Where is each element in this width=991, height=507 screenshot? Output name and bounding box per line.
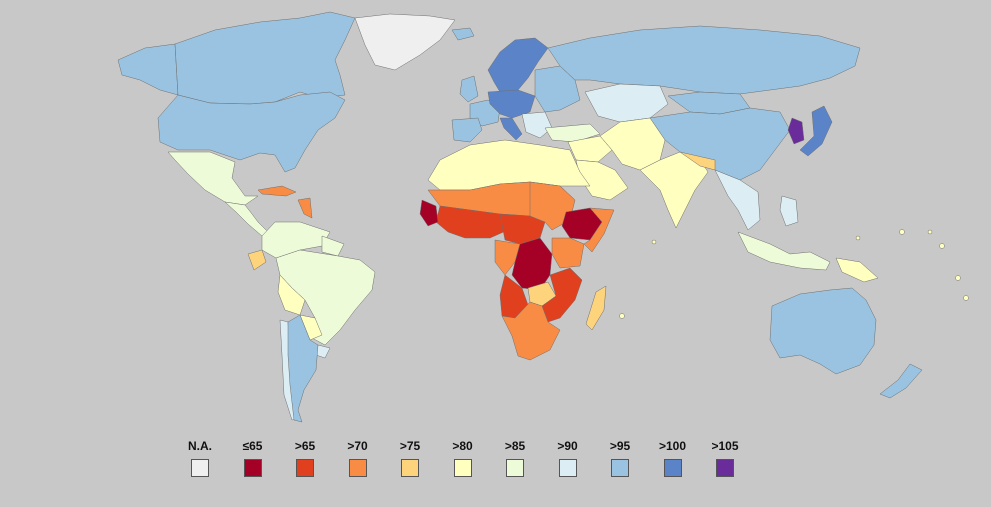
region-madagascar bbox=[585, 285, 607, 331]
map-legend: N.A. ≤65 >65 >70 >75 >80 >85 >90 >95 >100 >105 bbox=[180, 438, 760, 488]
legend-swatch bbox=[716, 459, 734, 477]
legend-swatch bbox=[558, 459, 577, 477]
legend-label: >100 bbox=[658, 439, 687, 453]
legend-label: >65 bbox=[294, 439, 316, 453]
legend-swatch bbox=[296, 459, 314, 477]
region-west-africa bbox=[435, 205, 509, 239]
legend-label: >95 bbox=[609, 439, 631, 453]
region-caribbean bbox=[257, 185, 313, 219]
legend-label: >105 bbox=[711, 439, 739, 453]
region-islands bbox=[619, 229, 969, 319]
legend-item: >95 bbox=[594, 438, 646, 482]
region-mexico bbox=[167, 151, 259, 206]
region-greenland bbox=[354, 13, 456, 71]
legend-item: >90 bbox=[542, 438, 594, 482]
region-sierra-leone bbox=[419, 199, 439, 227]
region-argentina bbox=[287, 314, 319, 423]
legend-item: >85 bbox=[489, 438, 541, 482]
legend-swatch bbox=[401, 459, 419, 477]
region-mozambique-region bbox=[541, 267, 583, 323]
region-canada bbox=[174, 11, 356, 105]
region-australia bbox=[769, 287, 877, 375]
legend-label: ≤65 bbox=[242, 439, 263, 453]
region-ecuador bbox=[247, 249, 267, 271]
region-usa bbox=[157, 91, 346, 173]
legend-swatch bbox=[243, 459, 262, 477]
region-north-africa bbox=[427, 139, 591, 191]
region-sudan bbox=[529, 181, 576, 231]
region-japan bbox=[799, 105, 833, 157]
legend-item: >100 bbox=[647, 438, 699, 482]
legend-item: >70 bbox=[332, 438, 384, 482]
legend-swatch bbox=[506, 459, 524, 477]
region-central-asia bbox=[584, 83, 669, 123]
legend-label: >75 bbox=[399, 439, 421, 453]
legend-swatch bbox=[611, 459, 629, 477]
region-kenya-uganda bbox=[551, 237, 585, 269]
legend-label: >90 bbox=[557, 439, 578, 453]
region-korea bbox=[787, 117, 805, 145]
legend-label: >85 bbox=[504, 439, 526, 453]
region-scandinavia bbox=[487, 37, 549, 93]
region-indonesia bbox=[737, 231, 831, 271]
region-somalia bbox=[583, 207, 615, 253]
legend-swatch bbox=[663, 459, 682, 477]
legend-swatch bbox=[453, 459, 472, 477]
legend-item: >105 bbox=[699, 438, 751, 482]
region-philippines bbox=[779, 195, 799, 227]
region-italy bbox=[499, 117, 523, 141]
region-iceland bbox=[451, 27, 475, 41]
region-uruguay bbox=[315, 344, 331, 359]
region-alaska bbox=[117, 43, 179, 96]
region-balkans bbox=[521, 111, 553, 139]
region-new-zealand bbox=[879, 363, 923, 399]
world-map bbox=[117, 11, 969, 423]
region-papua bbox=[835, 257, 879, 283]
legend-label: >70 bbox=[347, 439, 368, 453]
region-southeast-asia bbox=[714, 169, 761, 231]
legend-label: N.A. bbox=[188, 439, 212, 453]
legend-item: >75 bbox=[384, 438, 436, 482]
region-central-europe bbox=[487, 89, 536, 119]
region-iberia bbox=[451, 117, 483, 143]
region-southern-africa bbox=[501, 301, 561, 361]
region-middle-east bbox=[567, 135, 613, 163]
legend-swatch bbox=[348, 459, 367, 477]
legend-item: >80 bbox=[437, 438, 489, 482]
region-central-america bbox=[224, 201, 269, 237]
legend-item: >65 bbox=[279, 438, 331, 482]
legend-item: ≤65 bbox=[227, 438, 279, 482]
region-congo bbox=[494, 239, 521, 276]
legend-label: >80 bbox=[452, 439, 473, 453]
region-guianas bbox=[321, 235, 345, 257]
legend-item: N.A. bbox=[174, 438, 226, 482]
region-turkey bbox=[544, 123, 601, 143]
region-uk bbox=[459, 75, 479, 103]
region-russia bbox=[547, 25, 861, 95]
legend-swatch bbox=[191, 459, 209, 477]
region-south-asia bbox=[639, 151, 709, 229]
